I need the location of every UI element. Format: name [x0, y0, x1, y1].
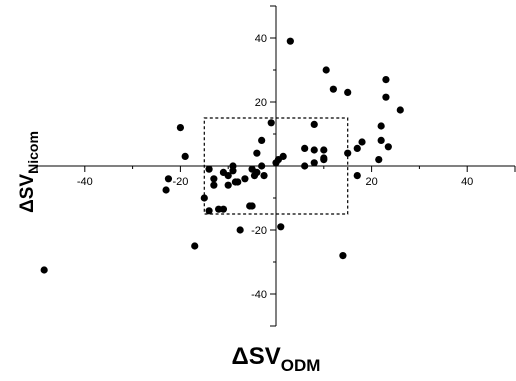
data-point [310, 159, 318, 167]
reference-box [203, 117, 349, 215]
x-tick-label: 20 [365, 176, 377, 188]
data-point [191, 242, 199, 250]
y-axis-title: ΔSVNicom [17, 131, 41, 213]
data-points [40, 37, 404, 274]
data-point [258, 136, 266, 144]
data-point [205, 207, 213, 215]
data-point [377, 122, 385, 130]
data-point [310, 120, 318, 128]
data-point [253, 168, 261, 176]
data-point [384, 143, 392, 151]
data-point [353, 172, 361, 180]
data-point [396, 106, 404, 114]
data-point [301, 144, 309, 152]
data-point [229, 167, 237, 175]
data-point [382, 76, 390, 84]
data-point [260, 172, 268, 180]
x-tick-label: 40 [461, 176, 473, 188]
data-point [301, 162, 309, 170]
data-point [210, 181, 218, 189]
data-point [241, 175, 249, 183]
data-point [375, 156, 383, 164]
data-point [210, 175, 218, 183]
data-point [164, 175, 173, 183]
data-point [176, 124, 184, 132]
data-point [219, 205, 228, 213]
data-point [224, 181, 232, 189]
x-axis-title: ΔSVODM [232, 343, 321, 375]
data-point [253, 149, 261, 157]
data-point [40, 266, 48, 274]
x-tick-label: -40 [77, 176, 93, 188]
y-tick-label: 20 [255, 97, 267, 109]
data-point [162, 186, 170, 194]
data-point [224, 172, 232, 180]
data-point [353, 144, 361, 152]
data-point [382, 93, 390, 101]
data-point [310, 146, 318, 154]
data-point [320, 146, 328, 154]
data-point [205, 165, 213, 173]
data-point [181, 152, 189, 160]
y-tick-label: -40 [251, 289, 267, 301]
data-point [248, 202, 256, 210]
dashed-reference-box [203, 117, 349, 215]
data-point [377, 136, 385, 144]
data-point [358, 138, 366, 146]
data-point [320, 154, 328, 162]
data-point [267, 119, 275, 127]
data-point [344, 88, 352, 96]
data-point [277, 223, 285, 231]
data-point [286, 37, 294, 45]
x-tick-label: -20 [172, 176, 188, 188]
data-point [200, 194, 208, 202]
y-tick-label: -20 [251, 225, 267, 237]
data-point [236, 226, 244, 234]
data-point [329, 85, 337, 93]
tick-labels: -40 -20 20 40 -40 -20 20 40 [77, 33, 473, 301]
data-point [258, 162, 266, 170]
y-tick-label: 40 [255, 33, 267, 45]
data-point [339, 252, 347, 260]
data-point [279, 152, 287, 160]
data-point [322, 66, 330, 74]
data-point [344, 149, 352, 157]
data-point [234, 178, 242, 186]
